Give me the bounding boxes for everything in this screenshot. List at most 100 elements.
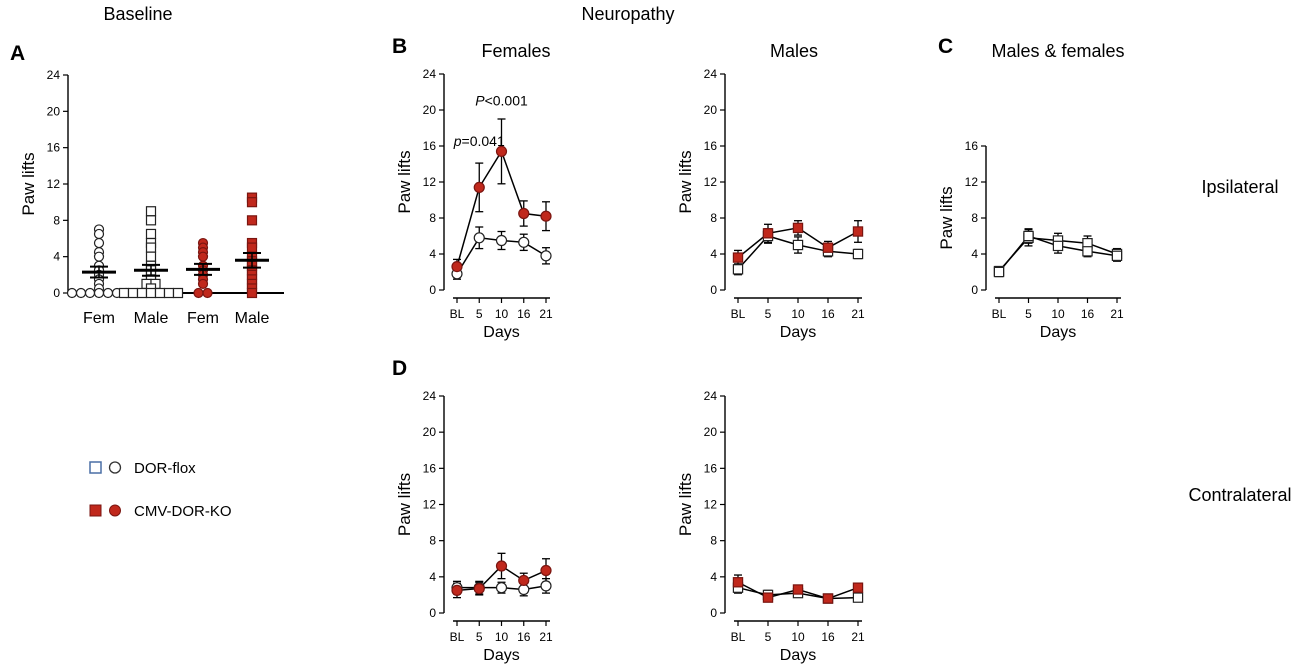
panel-c-flox-data-point — [1023, 230, 1034, 242]
panel-d-females-flox-data-point — [540, 580, 552, 592]
panel-b-females-ko-data-point — [495, 145, 508, 157]
panel-b-females-y-tick-label: 16 — [423, 139, 437, 153]
panel-letter-d: D — [392, 357, 407, 380]
panel-d-females-flox-data-point — [495, 582, 508, 594]
panel-d-males-ko-data-point — [762, 592, 774, 603]
panel-a-data-point — [197, 251, 209, 262]
panel-a-y-axis-label: Paw lifts — [19, 152, 38, 215]
panel-a-data-point — [66, 287, 78, 299]
panel-a-x-category-label: Fem — [187, 310, 219, 327]
panel-b-males-x-tick-label: 16 — [821, 307, 835, 321]
panel-a-y-tick-label: 0 — [53, 286, 60, 300]
panel-a-data-point — [163, 287, 175, 299]
panel-d-males-ko-data-point — [852, 582, 864, 593]
panel-c-title: Males & females — [991, 41, 1124, 61]
panel-c-y-tick-label: 8 — [971, 211, 978, 225]
panel-a-data-point — [102, 287, 114, 299]
panel-b-males-title: Males — [770, 41, 818, 61]
panel-b-females-flox-data-point — [540, 250, 552, 262]
panel-d-females-plot: 0 4 8 12 16 20 24 Paw lifts BL 5 10 16 21 Days — [395, 389, 553, 664]
legend-ko-square-marker — [89, 504, 102, 517]
panel-b-males-ko-data-point — [852, 226, 864, 237]
panel-a-data-point — [145, 251, 157, 262]
panel-d-males-x-axis-label: Days — [780, 647, 816, 664]
panel-d-females-y-axis-label: Paw lifts — [395, 473, 414, 536]
panel-c-x-tick-label: BL — [992, 307, 1007, 321]
panel-d-females-y-tick-label: 12 — [423, 498, 437, 512]
panel-a-data-point — [193, 287, 204, 299]
panel-b-females-y-axis-label: Paw lifts — [395, 150, 414, 213]
panel-a-data-point — [246, 197, 258, 208]
panel-b-females-y-tick-label: 4 — [429, 247, 436, 261]
panel-b-females-plot: 0 4 8 12 16 20 24 Paw lifts BL 5 10 16 21 Days p=0.041… — [395, 67, 553, 341]
panel-b-females-y-tick-label: 0 — [429, 283, 436, 297]
panel-a-data-point — [93, 287, 105, 299]
panel-b-males-y-tick-label: 8 — [710, 211, 717, 225]
panel-b-females-ko-data-point — [518, 207, 530, 220]
baseline-header: Baseline — [103, 4, 172, 24]
panel-b-females-y-tick-label: 20 — [423, 103, 437, 117]
panel-a-data-point — [93, 251, 105, 262]
legend-flox-circle-marker — [108, 461, 122, 474]
panel-a-y-tick-label: 8 — [53, 213, 60, 227]
panel-d-females-x-axis-label: Days — [483, 647, 519, 664]
panel-d-males-x-tick-label: 16 — [821, 630, 835, 644]
panel-a-y-tick-label: 16 — [47, 141, 61, 155]
panel-b-females-x-tick-label: 5 — [476, 307, 483, 321]
panel-b-males-y-tick-label: 24 — [704, 67, 718, 81]
panel-d-males-x-tick-label: 5 — [765, 630, 772, 644]
panel-a-data-point — [93, 228, 105, 240]
panel-b-males-y-tick-label: 20 — [704, 103, 718, 117]
panel-b-males-ko-data-point — [822, 242, 834, 253]
panel-d-females-x-tick-label: 5 — [476, 630, 483, 644]
panel-d-females-y-tick-label: 0 — [429, 606, 436, 620]
panel-c-y-tick-label: 4 — [971, 247, 978, 261]
panel-d-females-x-tick-label: 16 — [517, 630, 531, 644]
panel-b-males-x-tick-label: 10 — [791, 307, 805, 321]
panel-letter-a: A — [10, 42, 25, 65]
neuropathy-header: Neuropathy — [581, 4, 674, 24]
panel-a-data-point — [246, 287, 258, 299]
panel-a-data-point — [145, 228, 157, 240]
panel-a-data-point — [84, 287, 96, 299]
panel-b-females-flox-data-point — [495, 234, 508, 247]
panel-b-females-y-tick-label: 8 — [429, 211, 436, 225]
panel-d-males-x-tick-label: BL — [731, 630, 746, 644]
panel-c-flox-data-point — [993, 266, 1005, 278]
panel-b-females-significance-annotation: p=0.041 — [453, 133, 505, 149]
panel-d-males-y-tick-label: 12 — [704, 498, 718, 512]
panel-b-females-significance-annotation: P<0.001 — [475, 93, 528, 109]
panel-a-y-tick-label: 4 — [53, 250, 60, 264]
panel-b-females-y-tick-label: 24 — [423, 67, 437, 81]
panel-b-males-x-axis-label: Days — [780, 324, 816, 341]
panel-letter-b: B — [392, 35, 407, 58]
panel-a-data-point — [154, 287, 166, 299]
panel-b-females-x-tick-label: BL — [450, 307, 465, 321]
panel-d-males-ko-data-point — [732, 577, 744, 588]
panel-d-females-x-tick-label: 10 — [495, 630, 509, 644]
panel-d-females-y-tick-label: 24 — [423, 389, 437, 403]
panel-b-males-x-tick-label: 5 — [765, 307, 772, 321]
panel-d-males-x-tick-label: 21 — [851, 630, 865, 644]
panel-a-data-point — [246, 215, 258, 226]
panel-d-females-ko-data-point — [451, 584, 463, 596]
panel-b-females-flox-data-point — [518, 236, 530, 248]
panel-b-males-y-tick-label: 4 — [710, 247, 717, 261]
panel-b-males-ko-data-point — [762, 228, 774, 239]
panel-b-females-ko-data-point — [540, 210, 552, 222]
panel-a-data-point — [127, 287, 139, 299]
panel-a-data-point — [145, 242, 157, 253]
panel-a-x-category-label: Male — [134, 310, 169, 327]
panel-b-males-y-tick-label: 16 — [704, 139, 718, 153]
panel-d-males-y-axis-label: Paw lifts — [676, 473, 695, 536]
panel-d-females-ko-data-point — [473, 582, 485, 595]
panel-b-females-x-tick-label: 21 — [539, 307, 553, 321]
panel-c-y-axis-label: Paw lifts — [937, 186, 956, 249]
panel-d-females-y-tick-label: 20 — [423, 425, 437, 439]
panel-b-females-title: Females — [481, 41, 550, 61]
panel-c-x-axis-label: Days — [1040, 324, 1076, 341]
panel-d-males-y-tick-label: 24 — [704, 389, 718, 403]
panel-a-data-point — [145, 206, 157, 217]
panel-a-y-tick-label: 12 — [47, 177, 61, 191]
panel-a-y-tick-label: 20 — [47, 104, 61, 118]
